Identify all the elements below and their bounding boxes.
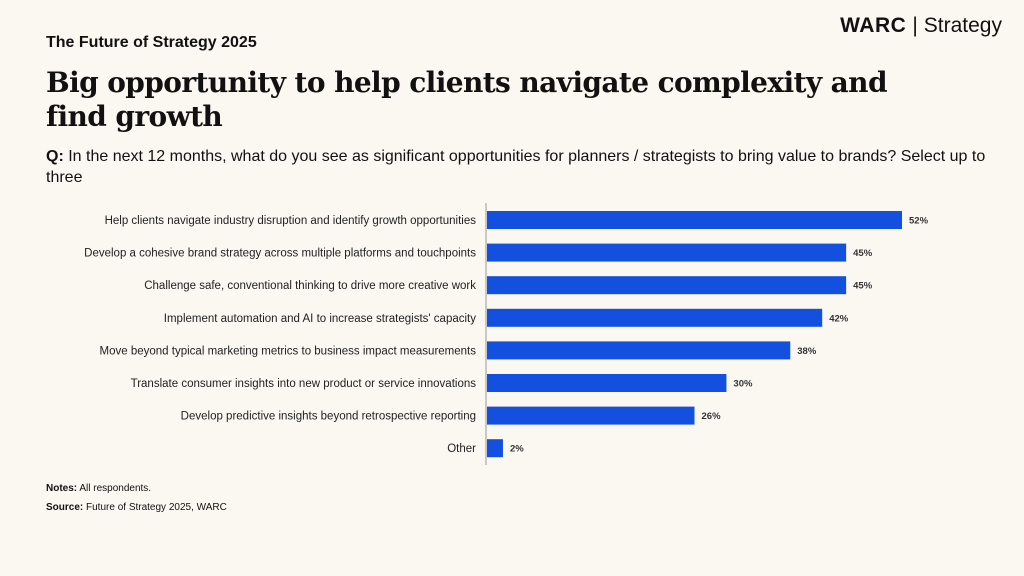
page-title: Big opportunity to help clients navigate… <box>46 66 888 133</box>
category-label: Help clients navigate industry disruptio… <box>105 215 477 227</box>
data-label: 26% <box>702 411 722 422</box>
report-kicker: The Future of Strategy 2025 <box>46 34 257 51</box>
question-text: In the next 12 months, what do you see a… <box>46 148 986 186</box>
data-label: 38% <box>797 346 817 357</box>
data-label: 52% <box>909 216 929 227</box>
data-label: 2% <box>510 444 524 455</box>
data-label: 42% <box>829 313 849 324</box>
bar <box>487 341 791 360</box>
bar <box>487 276 847 295</box>
question-prefix: Q: <box>46 148 64 165</box>
brand-logo: WARC | Strategy <box>840 14 1002 37</box>
bar <box>487 374 727 392</box>
category-label: Other <box>447 443 476 455</box>
notes-label: Notes: <box>46 483 78 494</box>
source-text: Future of Strategy 2025, WARC <box>86 502 227 513</box>
category-label: Translate consumer insights into new pro… <box>131 378 477 390</box>
bar <box>487 211 902 229</box>
brand-product: Strategy <box>923 14 1002 37</box>
bar <box>487 243 847 262</box>
data-label: 45% <box>853 248 873 259</box>
data-label: 30% <box>733 379 753 390</box>
brand-name: WARC <box>840 14 907 37</box>
category-label: Move beyond typical marketing metrics to… <box>100 345 477 357</box>
bar <box>487 406 695 425</box>
source: Source: Future of Strategy 2025, WARC <box>46 502 227 513</box>
category-label: Implement automation and AI to increase … <box>164 313 476 325</box>
category-label: Develop a cohesive brand strategy across… <box>84 248 476 260</box>
notes: Notes: All respondents. <box>46 483 151 494</box>
bar <box>487 308 823 327</box>
source-label: Source: <box>46 502 84 513</box>
category-label: Challenge safe, conventional thinking to… <box>144 280 476 292</box>
survey-question: Q: In the next 12 months, what do you se… <box>46 146 986 188</box>
bar <box>487 439 503 458</box>
notes-text: All respondents. <box>79 483 152 494</box>
category-label: Develop predictive insights beyond retro… <box>181 411 476 423</box>
data-label: 45% <box>853 281 873 292</box>
